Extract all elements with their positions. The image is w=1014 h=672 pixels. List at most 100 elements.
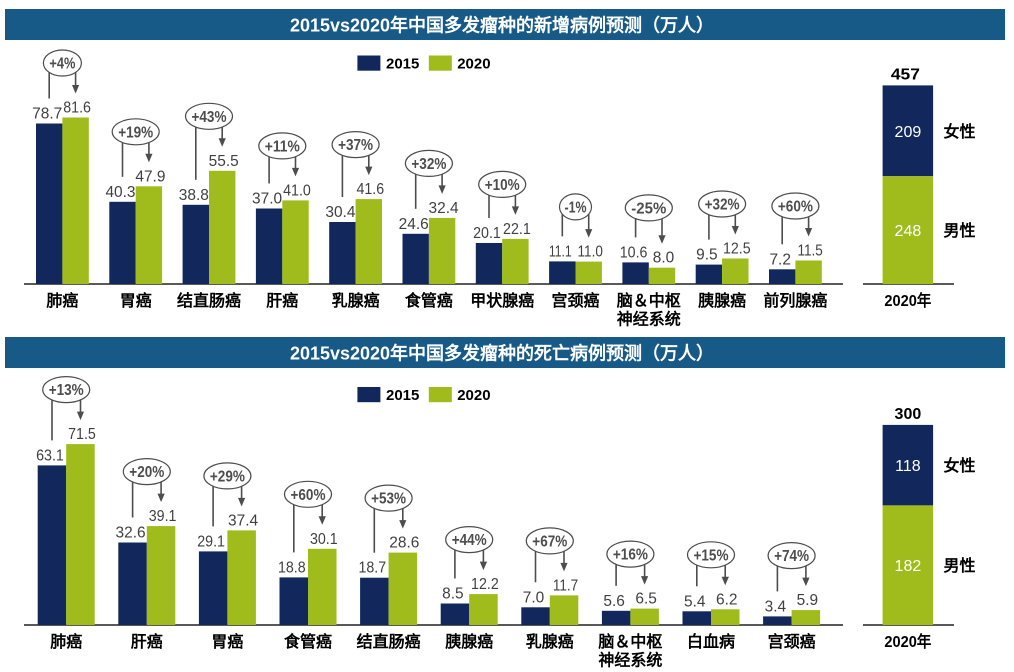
svg-text:+44%: +44% xyxy=(452,532,487,549)
svg-text:209: 209 xyxy=(895,124,922,141)
svg-text:300: 300 xyxy=(895,406,922,423)
svg-text:11.7: 11.7 xyxy=(553,577,578,594)
svg-text:7.2: 7.2 xyxy=(769,251,791,268)
svg-text:+32%: +32% xyxy=(411,156,446,173)
svg-text:肺癌: 肺癌 xyxy=(46,291,78,310)
svg-text:+10%: +10% xyxy=(485,177,520,194)
svg-text:食管癌: 食管癌 xyxy=(283,632,332,651)
svg-text:39.1: 39.1 xyxy=(149,508,177,525)
svg-text:+53%: +53% xyxy=(371,491,406,508)
svg-text:24.6: 24.6 xyxy=(399,216,429,233)
svg-text:37.0: 37.0 xyxy=(252,191,282,208)
svg-text:脑＆中枢: 脑＆中枢 xyxy=(598,632,662,651)
svg-text:29.1: 29.1 xyxy=(197,533,225,550)
svg-text:40.3: 40.3 xyxy=(105,184,135,201)
svg-text:胰腺癌: 胰腺癌 xyxy=(698,291,746,310)
svg-text:2020: 2020 xyxy=(457,387,490,404)
svg-text:前列腺癌: 前列腺癌 xyxy=(763,291,827,310)
svg-text:5.6: 5.6 xyxy=(603,593,625,610)
svg-text:41.0: 41.0 xyxy=(283,182,311,199)
svg-text:+11%: +11% xyxy=(265,138,300,155)
svg-text:+32%: +32% xyxy=(705,197,740,214)
svg-text:甲状腺癌: 甲状腺癌 xyxy=(470,291,534,310)
svg-text:+60%: +60% xyxy=(291,487,326,504)
svg-text:32.4: 32.4 xyxy=(429,200,459,217)
svg-text:30.4: 30.4 xyxy=(325,204,355,221)
svg-text:白血病: 白血病 xyxy=(687,632,735,651)
svg-text:男性: 男性 xyxy=(944,556,976,575)
svg-text:食管癌: 食管癌 xyxy=(404,291,453,310)
svg-text:5.9: 5.9 xyxy=(797,592,819,609)
svg-text:63.1: 63.1 xyxy=(36,447,64,464)
svg-text:+74%: +74% xyxy=(774,548,809,565)
svg-text:2015: 2015 xyxy=(386,56,419,73)
svg-text:5.4: 5.4 xyxy=(684,593,706,610)
svg-text:神经系统: 神经系统 xyxy=(598,651,662,670)
svg-text:2020年: 2020年 xyxy=(884,632,931,651)
svg-text:+67%: +67% xyxy=(532,533,567,550)
svg-text:71.5: 71.5 xyxy=(68,426,96,443)
svg-text:11.0: 11.0 xyxy=(578,244,604,261)
svg-text:2020年: 2020年 xyxy=(884,291,931,310)
svg-text:女性: 女性 xyxy=(944,122,976,141)
svg-text:+19%: +19% xyxy=(118,124,153,141)
svg-text:81.6: 81.6 xyxy=(63,100,91,117)
svg-text:248: 248 xyxy=(895,223,922,240)
svg-text:宫颈癌: 宫颈癌 xyxy=(768,632,816,651)
svg-text:457: 457 xyxy=(891,66,920,83)
svg-text:9.5: 9.5 xyxy=(696,247,718,264)
svg-text:肝癌: 肝癌 xyxy=(131,632,163,651)
svg-text:+15%: +15% xyxy=(694,547,729,564)
svg-text:41.6: 41.6 xyxy=(356,181,384,198)
svg-text:47.9: 47.9 xyxy=(135,168,165,185)
svg-text:肝癌: 肝癌 xyxy=(266,291,298,310)
svg-text:182: 182 xyxy=(895,558,922,575)
svg-text:2015vs2020年中国多发瘤种的新增病例预测（万人）: 2015vs2020年中国多发瘤种的新增病例预测（万人） xyxy=(290,15,714,36)
svg-text:20.1: 20.1 xyxy=(473,225,501,242)
svg-text:结直肠癌: 结直肠癌 xyxy=(356,632,421,651)
svg-text:8.5: 8.5 xyxy=(442,586,464,603)
svg-text:胃癌: 胃癌 xyxy=(120,291,152,310)
svg-text:+4%: +4% xyxy=(49,56,75,73)
svg-text:28.6: 28.6 xyxy=(389,535,419,552)
svg-text:+16%: +16% xyxy=(613,547,648,564)
svg-text:+29%: +29% xyxy=(210,468,245,485)
svg-text:结直肠癌: 结直肠癌 xyxy=(176,291,241,310)
svg-text:-1%: -1% xyxy=(565,199,587,216)
svg-text:肺癌: 肺癌 xyxy=(50,632,82,651)
svg-text:118: 118 xyxy=(895,458,921,475)
svg-text:38.8: 38.8 xyxy=(179,187,209,204)
svg-text:12.5: 12.5 xyxy=(723,241,751,258)
svg-text:11.1: 11.1 xyxy=(549,243,572,260)
svg-text:2020: 2020 xyxy=(457,56,490,73)
svg-text:男性: 男性 xyxy=(944,221,976,240)
svg-text:乳腺癌: 乳腺癌 xyxy=(332,291,380,310)
svg-text:22.1: 22.1 xyxy=(503,221,531,238)
svg-text:3.4: 3.4 xyxy=(765,598,787,615)
svg-text:神经系统: 神经系统 xyxy=(617,310,681,329)
svg-text:2015: 2015 xyxy=(386,387,419,404)
svg-text:78.7: 78.7 xyxy=(32,106,62,123)
svg-text:2015vs2020年中国多发瘤种的死亡病例预测（万人）: 2015vs2020年中国多发瘤种的死亡病例预测（万人） xyxy=(290,343,714,364)
svg-text:女性: 女性 xyxy=(944,456,976,475)
svg-text:+37%: +37% xyxy=(338,137,373,154)
svg-text:宫颈癌: 宫颈癌 xyxy=(551,291,599,310)
svg-text:胰腺癌: 胰腺癌 xyxy=(445,632,493,651)
svg-text:脑＆中枢: 脑＆中枢 xyxy=(617,291,681,310)
svg-text:18.8: 18.8 xyxy=(278,559,306,576)
svg-text:+60%: +60% xyxy=(778,199,813,216)
svg-text:+13%: +13% xyxy=(49,382,84,399)
svg-text:8.0: 8.0 xyxy=(653,250,675,267)
svg-text:+43%: +43% xyxy=(192,109,227,126)
svg-text:胃癌: 胃癌 xyxy=(211,632,243,651)
svg-text:10.6: 10.6 xyxy=(620,244,648,261)
svg-text:6.5: 6.5 xyxy=(635,591,657,608)
svg-text:11.5: 11.5 xyxy=(797,243,822,260)
svg-text:55.5: 55.5 xyxy=(209,153,239,170)
svg-text:-25%: -25% xyxy=(631,200,666,217)
svg-text:30.1: 30.1 xyxy=(310,531,338,548)
svg-text:37.4: 37.4 xyxy=(228,512,258,529)
svg-text:6.2: 6.2 xyxy=(716,591,738,608)
svg-text:18.7: 18.7 xyxy=(358,560,386,577)
svg-text:32.6: 32.6 xyxy=(116,525,146,542)
